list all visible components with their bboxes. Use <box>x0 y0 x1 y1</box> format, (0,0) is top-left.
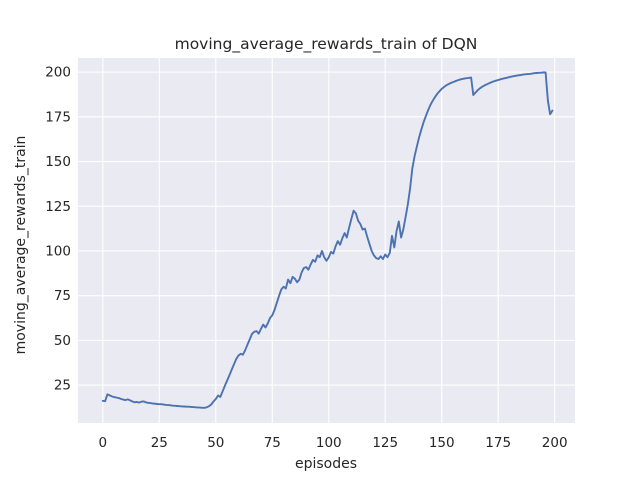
dqn-reward-line <box>101 71 554 409</box>
y-tick-label: 100 <box>45 243 71 259</box>
plot-area: 0 25 50 75 100 125 150 175 200 25 50 75 100 125 150 175… <box>45 58 575 451</box>
x-axis-label: episodes <box>295 456 357 472</box>
x-tick-label: 200 <box>542 435 568 451</box>
y-tick-label: 200 <box>45 65 71 81</box>
x-tick-label: 125 <box>372 435 398 451</box>
x-tick-label: 175 <box>485 435 511 451</box>
y-tick-label: 50 <box>54 333 71 349</box>
x-tick-label: 100 <box>316 435 342 451</box>
x-tick-label: 75 <box>264 435 281 451</box>
x-tick-label: 25 <box>151 435 168 451</box>
y-tick-label: 125 <box>45 199 71 215</box>
y-tick-label: 75 <box>54 288 71 304</box>
y-axis-label: moving_average_rewards_train <box>13 136 29 355</box>
chart-title: moving_average_rewards_train of DQN <box>175 35 478 54</box>
y-tick-label: 175 <box>45 109 71 125</box>
y-tick-label: 150 <box>45 154 71 170</box>
axes-background <box>78 58 575 423</box>
x-tick-label: 0 <box>99 435 108 451</box>
x-tick-label: 150 <box>429 435 455 451</box>
x-tick-label: 50 <box>207 435 224 451</box>
y-tick-label: 25 <box>54 378 71 394</box>
